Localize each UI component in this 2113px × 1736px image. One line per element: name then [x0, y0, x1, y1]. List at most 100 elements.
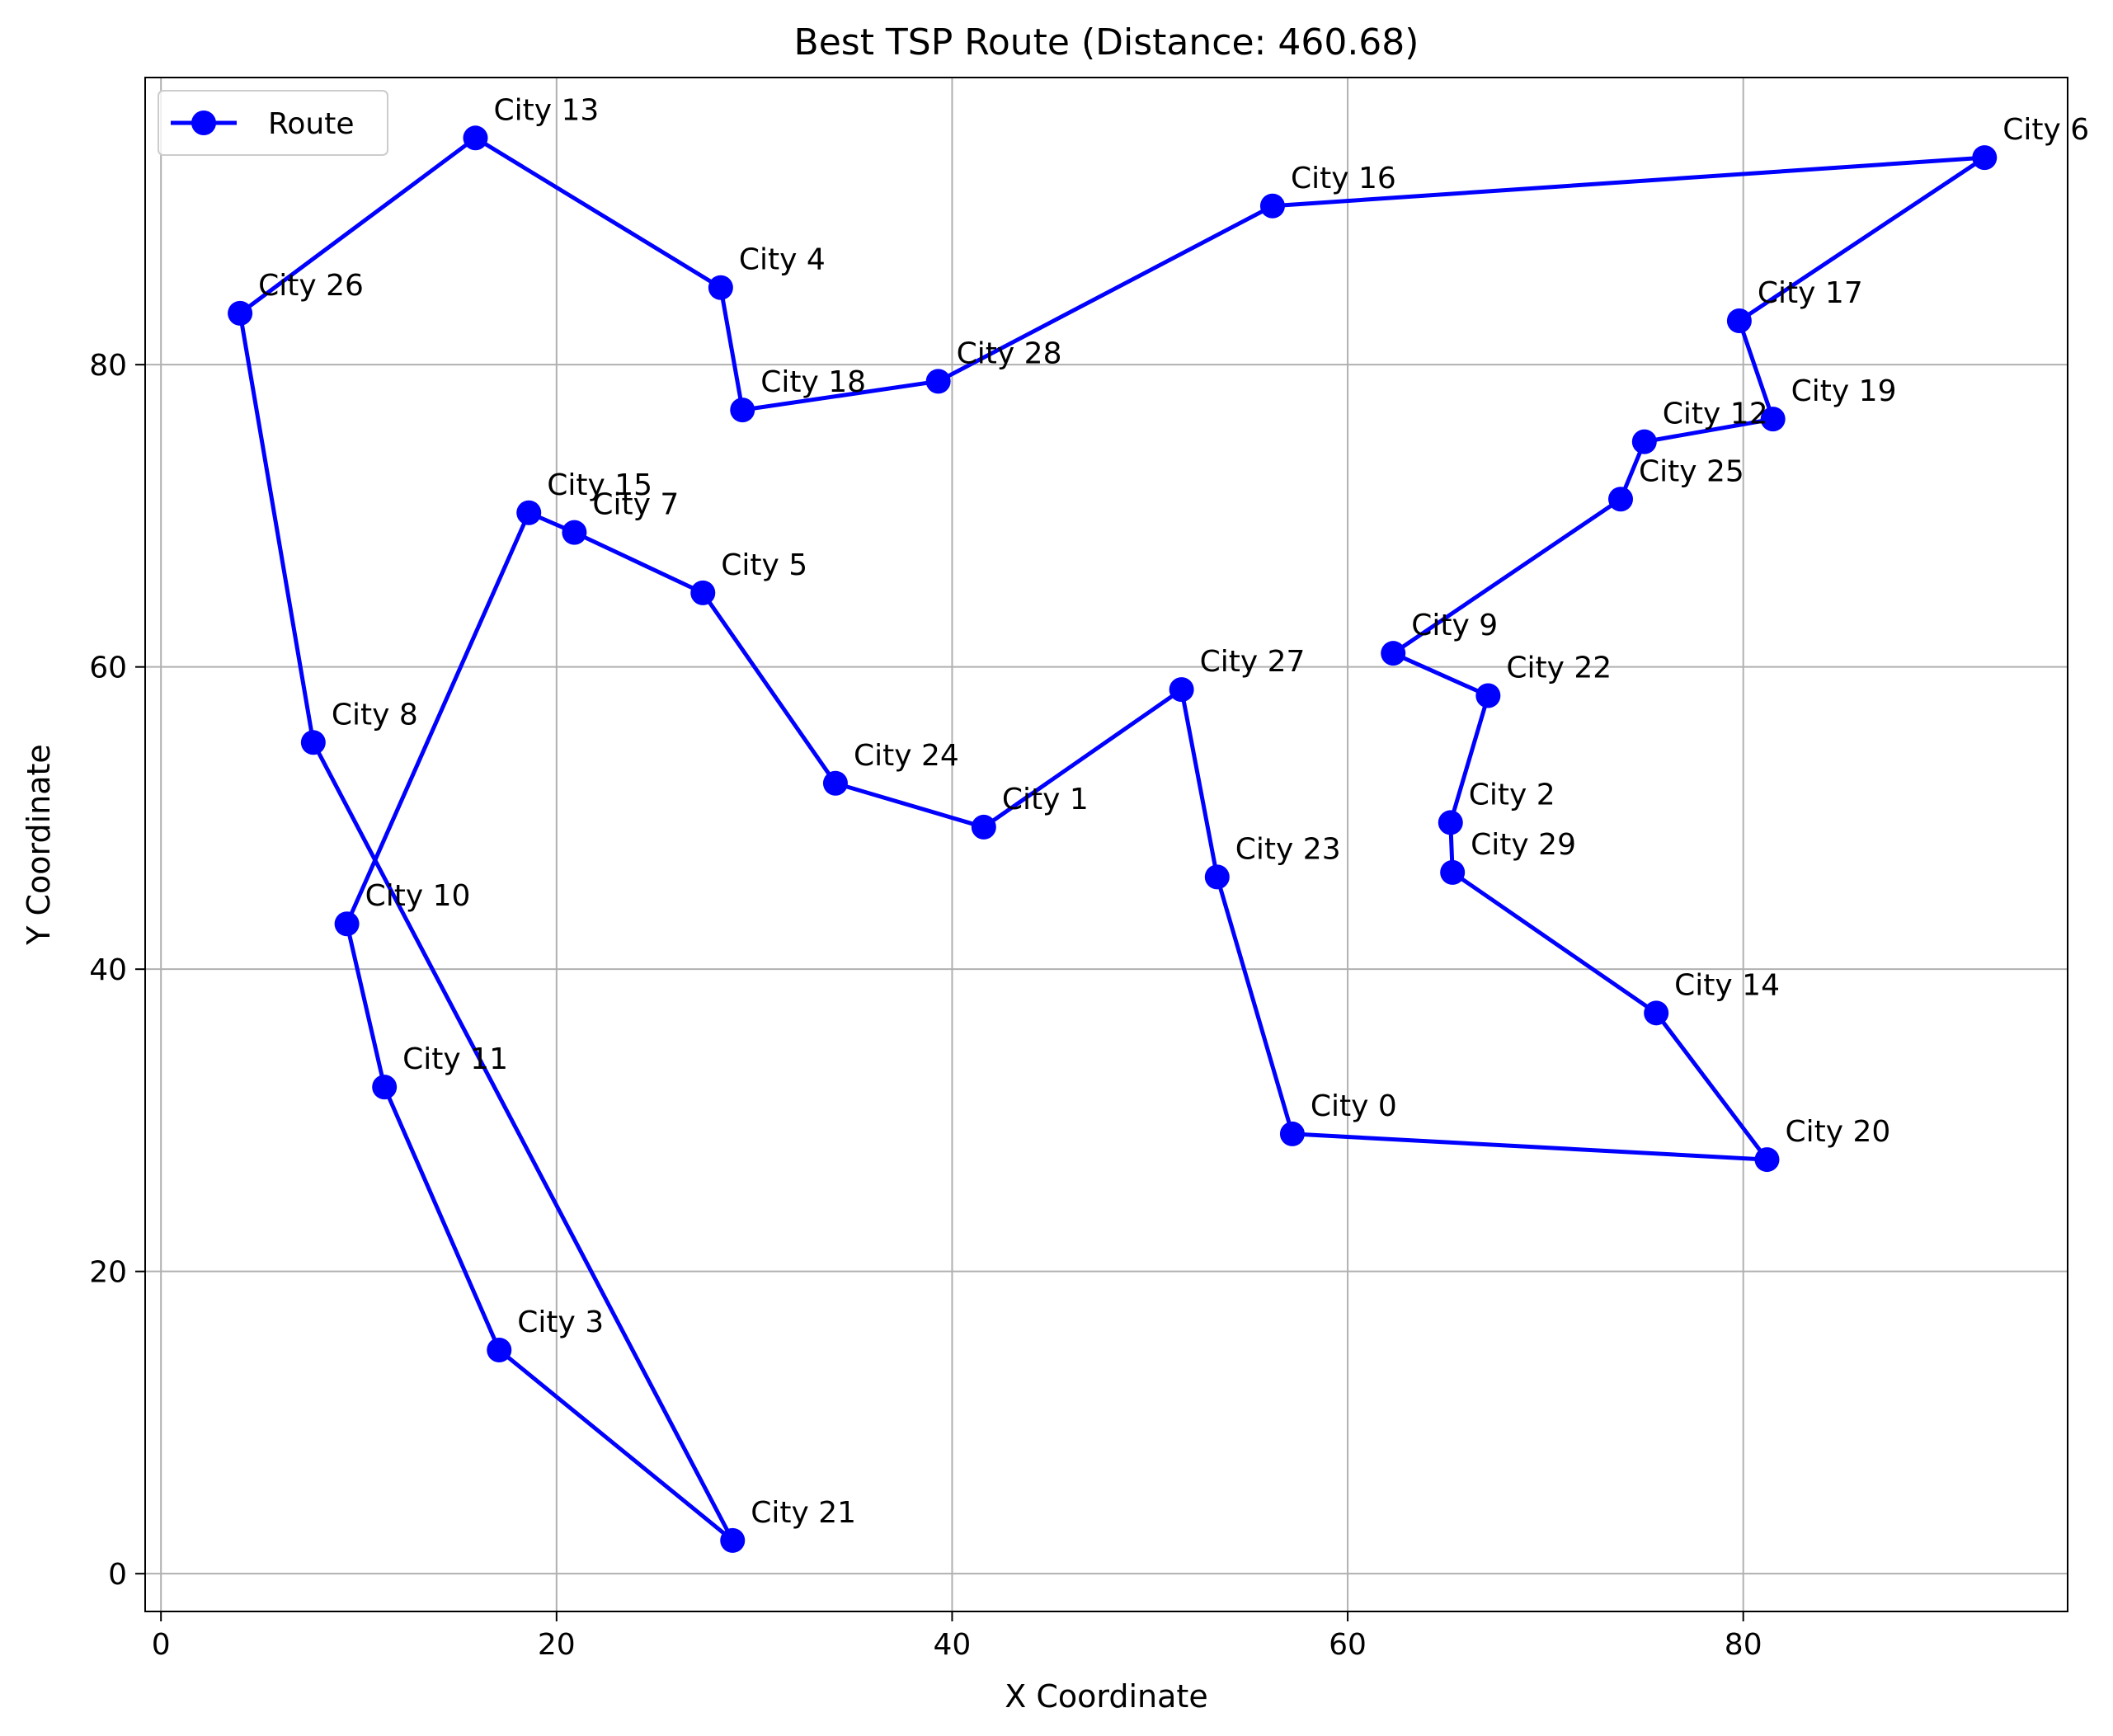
- route-segment: [496, 1348, 735, 1543]
- x-tick-label: 80: [1725, 1628, 1762, 1662]
- city-label-city-3: City 3: [517, 1306, 604, 1339]
- city-label-city-13: City 13: [493, 93, 599, 127]
- city-point-city-5: [690, 580, 716, 605]
- marker-layer: [228, 125, 1998, 1553]
- x-tick-label: 60: [1329, 1628, 1367, 1662]
- route-segment: [1450, 870, 1659, 1015]
- city-label-city-10: City 10: [365, 879, 471, 913]
- legend-entry-route: Route: [268, 107, 355, 141]
- city-point-city-19: [1760, 407, 1786, 432]
- city-point-city-20: [1754, 1147, 1780, 1173]
- legend: Route: [158, 90, 388, 156]
- y-tick-label: 60: [89, 652, 127, 685]
- city-point-city-16: [1259, 193, 1285, 219]
- route-segment: [1448, 693, 1490, 825]
- route-segment: [718, 285, 745, 412]
- city-point-city-2: [1438, 810, 1463, 835]
- route-segment: [473, 135, 723, 290]
- route-segment: [700, 590, 838, 786]
- route-segment: [1215, 874, 1295, 1136]
- city-label-city-25: City 25: [1639, 454, 1744, 488]
- city-label-city-21: City 21: [751, 1496, 856, 1530]
- city-label-city-18: City 18: [760, 365, 866, 399]
- route-segment: [382, 1084, 501, 1353]
- city-label-city-5: City 5: [721, 548, 807, 582]
- city-label-layer: City 13 City 4 City 18 City 28 City 16 City 6…: [258, 93, 2089, 1530]
- y-axis-label: Y Coordinate: [21, 744, 57, 946]
- route-segment: [1270, 155, 1987, 209]
- x-tick-label: 20: [538, 1628, 576, 1662]
- city-label-city-15: City 15: [547, 468, 652, 502]
- city-label-city-20: City 20: [1785, 1115, 1890, 1149]
- city-point-city-25: [1608, 487, 1634, 512]
- tick-layer: 0 20 40 60 80 0 20 40 60 80: [89, 349, 1762, 1662]
- city-label-city-12: City 12: [1663, 398, 1768, 431]
- city-label-city-7: City 7: [592, 488, 679, 522]
- city-label-city-11: City 11: [402, 1042, 508, 1076]
- y-tick-label: 0: [108, 1558, 127, 1592]
- route-segment: [345, 510, 531, 926]
- city-label-city-27: City 27: [1200, 645, 1306, 679]
- city-point-city-10: [334, 911, 360, 937]
- city-label-city-24: City 24: [854, 739, 959, 773]
- city-point-city-26: [228, 300, 253, 326]
- route-segment: [1737, 318, 1776, 421]
- city-label-city-4: City 4: [739, 243, 826, 277]
- city-label-city-23: City 23: [1235, 832, 1341, 866]
- route-segment: [345, 921, 387, 1089]
- city-point-city-7: [562, 520, 587, 545]
- route-segment: [1391, 496, 1623, 656]
- city-label-city-16: City 16: [1291, 162, 1396, 195]
- route-segment: [238, 311, 316, 745]
- city-point-city-11: [372, 1075, 398, 1100]
- city-point-city-12: [1631, 429, 1657, 454]
- city-label-city-17: City 17: [1758, 276, 1863, 310]
- city-point-city-23: [1204, 864, 1230, 890]
- city-point-city-1: [971, 814, 996, 840]
- route-segment: [1290, 1131, 1769, 1162]
- x-tick-label: 0: [152, 1628, 171, 1662]
- city-point-city-13: [463, 125, 488, 151]
- route-segment: [981, 687, 1184, 830]
- city-point-city-22: [1475, 683, 1501, 708]
- city-label-city-9: City 9: [1411, 609, 1498, 642]
- city-label-city-26: City 26: [258, 269, 364, 303]
- route-segment: [311, 740, 735, 1543]
- route-segment: [1654, 1010, 1769, 1162]
- city-point-city-29: [1440, 859, 1466, 885]
- city-label-city-0: City 0: [1311, 1089, 1397, 1123]
- x-axis-label: X Coordinate: [1005, 1678, 1207, 1715]
- city-point-city-28: [925, 369, 951, 394]
- chart-title: Best TSP Route (Distance: 460.68): [794, 21, 1419, 64]
- city-label-city-1: City 1: [1002, 783, 1089, 816]
- legend-box: [158, 90, 388, 156]
- plot-frame: [144, 77, 2068, 1612]
- route-segment: [833, 781, 986, 830]
- y-tick-label: 40: [89, 953, 127, 987]
- city-point-city-0: [1279, 1121, 1305, 1146]
- city-point-city-9: [1381, 641, 1406, 666]
- city-label-city-19: City 19: [1791, 374, 1897, 408]
- legend-marker-swatch: [191, 111, 216, 135]
- route-segment: [936, 204, 1275, 383]
- city-point-city-24: [822, 770, 848, 796]
- city-point-city-6: [1972, 145, 1998, 171]
- route-segment: [1179, 687, 1220, 879]
- city-label-city-6: City 6: [2002, 113, 2089, 147]
- city-point-city-21: [720, 1527, 746, 1553]
- city-point-city-27: [1169, 677, 1194, 703]
- city-point-city-8: [300, 730, 326, 755]
- city-point-city-4: [708, 275, 733, 300]
- city-label-city-8: City 8: [332, 698, 418, 732]
- city-point-city-3: [487, 1337, 512, 1362]
- route-segment: [1642, 416, 1776, 445]
- route-segment: [572, 530, 705, 595]
- x-tick-label: 40: [934, 1628, 972, 1662]
- route-segment: [238, 135, 478, 316]
- route-segment: [740, 379, 941, 412]
- y-tick-label: 20: [89, 1256, 127, 1290]
- city-point-city-18: [730, 398, 755, 423]
- route-segment: [1737, 155, 1987, 323]
